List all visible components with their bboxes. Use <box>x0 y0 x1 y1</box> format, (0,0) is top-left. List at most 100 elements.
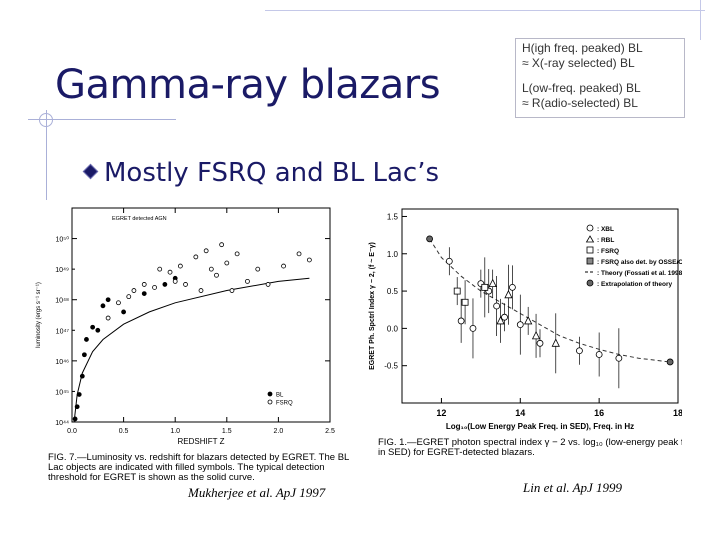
rbl-point <box>488 278 497 288</box>
fsrq-point <box>203 248 209 254</box>
figure-caption: FIG. 1.—EGRET photon spectral index γ − … <box>378 437 682 448</box>
fsrq-point <box>493 302 501 310</box>
note-line: ≈ R(adio-selected) BL <box>522 96 638 110</box>
bl-point <box>72 416 78 422</box>
fsrq-point <box>167 269 173 275</box>
diamond-bullet-icon <box>82 163 99 180</box>
legend-marker <box>586 279 594 287</box>
bl-point <box>162 282 168 287</box>
fsrq-point <box>255 266 261 272</box>
y-tick-label: 10⁵⁰ <box>56 236 70 244</box>
blazar-class-note: H(igh freq. peaked) BL ≈ X(-ray selected… <box>515 38 685 118</box>
fsrq-point <box>208 266 214 272</box>
x-tick-label: 18 <box>673 408 682 418</box>
x-tick-label: 14 <box>515 408 525 418</box>
fsrq-point <box>214 272 219 278</box>
fsrq-point <box>229 288 235 293</box>
fsrq-point <box>281 263 286 269</box>
x-tick-label: 12 <box>436 408 446 418</box>
fsrq-point <box>157 266 163 272</box>
plot-frame <box>71 207 331 423</box>
fsrq-point <box>265 282 271 287</box>
x-tick-label: 1.5 <box>222 428 232 435</box>
fsrq-point <box>198 288 204 293</box>
rbl-point <box>524 316 533 325</box>
chart-title: EGRET detected AGN <box>112 216 167 222</box>
fsrq-point <box>126 294 132 300</box>
vertical-accent-line <box>46 110 47 200</box>
bl-point <box>90 324 96 330</box>
fsrq-point <box>501 313 508 321</box>
fsrq-point <box>445 257 453 265</box>
slide-title: Gamma-ray blazars <box>55 62 441 108</box>
y-tick-label: 10⁴⁶ <box>55 359 69 366</box>
x-tick-label: 1.0 <box>170 428 180 435</box>
bl-point <box>141 291 147 296</box>
citation-left: Mukherjee et al. ApJ 1997 <box>188 485 326 500</box>
x-tick-label: 16 <box>594 408 604 418</box>
fsrq-point <box>219 242 225 248</box>
figure-caption: FIG. 7.—Luminosity vs. redshift for blaz… <box>48 452 349 463</box>
fsrq-point <box>141 282 147 287</box>
figure-caption: Lac objects are indicated with filled sy… <box>48 462 325 473</box>
citation-right: Lin et al. ApJ 1999 <box>523 480 623 495</box>
legend-label: : FSRQ <box>597 248 619 255</box>
title-underline <box>28 119 176 120</box>
legend-label: : Extrapolation of theory <box>597 281 673 288</box>
fsrq-point <box>224 260 230 266</box>
xbl-point <box>595 351 603 358</box>
y-axis-label: EGRET Ph. Spctrl Index γ − 2, (f ~ E⁻γ) <box>369 242 376 370</box>
fsrq-point <box>177 263 183 269</box>
legend-label: : Theory (Fossati et al. 1998) <box>597 270 682 277</box>
note-line: L(ow-freq. peaked) BL <box>522 81 641 95</box>
threshold-curve <box>73 277 310 423</box>
legend-marker <box>586 257 594 265</box>
bl-point <box>84 337 89 342</box>
legend-label: : RBL <box>597 237 614 244</box>
bl-point <box>95 327 101 333</box>
legend-marker <box>586 246 594 254</box>
fsrq-osse-point <box>461 298 469 306</box>
bl-point <box>76 392 82 397</box>
bl-point <box>100 303 106 309</box>
bl-point <box>79 373 85 379</box>
fsrq-point <box>131 288 137 293</box>
x-axis-label: Log₁₀(Low Energy Peak Freq. in SED), Fre… <box>446 422 634 431</box>
figure-caption: threshold for EGRET is shown as the soli… <box>48 472 255 480</box>
top-right-rule <box>700 0 701 40</box>
xbl-point <box>615 354 623 362</box>
fsrq-point <box>172 278 178 284</box>
fsrq-point <box>516 321 524 329</box>
rbl-point <box>551 338 560 347</box>
y-axis-label: luminosity (ergs s⁻¹ sr⁻¹) <box>36 282 42 348</box>
fsrq-point <box>245 278 250 284</box>
fsrq-osse-point <box>453 287 461 295</box>
legend-label: : XBL <box>597 226 614 233</box>
fsrq-point <box>306 257 312 263</box>
note-line: ≈ X(-ray selected) BL <box>522 56 635 70</box>
fsrq-osse-point <box>481 283 489 291</box>
luminosity-redshift-figure: 0.0 0.5 1.0 1.5 2.0 2.5 10⁴⁴ 10⁴⁶ 10⁴⁸ 10⁵⁰ 10⁴⁵ 10… <box>36 207 349 480</box>
legend-marker <box>267 399 273 405</box>
note-line: H(igh freq. peaked) BL <box>522 41 643 55</box>
bl-point <box>74 404 80 410</box>
fsrq-point <box>457 317 465 325</box>
y-tick-label-minor: 10⁴⁵ <box>55 389 69 396</box>
legend-marker <box>585 235 595 243</box>
fsrq-point <box>193 254 199 260</box>
legend-label: FSRQ <box>276 401 293 407</box>
extrapolation-point <box>426 235 433 243</box>
accent-circle <box>39 113 53 127</box>
legend-label: : FSRQ also det. by OSSE/COMPTEL <box>597 259 682 266</box>
spectral-index-figure: 12 14 16 18 1.5 1.0 0.5 0.0 -0.5 Log₁₀(Low Energy… <box>369 208 682 458</box>
figure-caption: in SED) for EGRET-detected blazars. <box>378 447 535 458</box>
fsrq-point <box>536 339 544 347</box>
x-tick-label: 0.0 <box>67 428 77 435</box>
top-rule <box>265 10 705 11</box>
bl-point <box>105 297 111 303</box>
y-tick-label-minor: 10⁴⁷ <box>56 328 70 335</box>
y-tick-label: 0.0 <box>387 324 399 333</box>
fsrq-point <box>234 251 240 257</box>
fsrq-point <box>105 315 111 321</box>
y-tick-label-minor: 10⁴⁹ <box>55 267 69 274</box>
